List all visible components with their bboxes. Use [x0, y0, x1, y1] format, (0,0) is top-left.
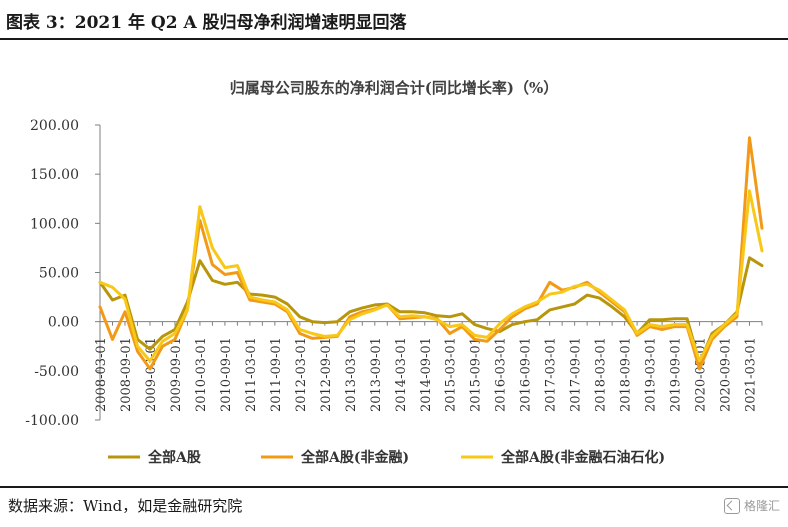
watermark-text: 格隆汇 — [743, 499, 780, 513]
x-tick-label: 2009-03-01 — [144, 337, 159, 412]
y-tick-label: 100.00 — [30, 216, 79, 232]
x-tick-label: 2009-09-01 — [169, 337, 184, 412]
x-tick-label: 2013-03-01 — [344, 337, 359, 412]
y-tick-label: -100.00 — [25, 413, 79, 429]
y-tick-label: -50.00 — [34, 364, 79, 380]
x-tick-label: 2019-03-01 — [644, 337, 659, 412]
watermark: 格隆汇 — [723, 497, 780, 514]
legend-label-2: 全部A股(非金融) — [300, 449, 409, 466]
watermark-logo-icon — [723, 497, 740, 514]
legend-label-3: 全部A股(非金融石油石化) — [500, 449, 665, 466]
x-tick-label: 2016-03-01 — [494, 337, 509, 412]
x-tick-label: 2010-03-01 — [194, 337, 209, 412]
source-note: 数据来源：Wind，如是金融研究院 — [8, 497, 243, 515]
x-tick-label: 2011-03-01 — [244, 337, 259, 412]
x-tick-label: 2020-09-01 — [719, 337, 734, 412]
x-tick-label: 2021-03-01 — [744, 337, 759, 412]
x-tick-label: 2019-09-01 — [669, 337, 684, 412]
y-tick-label: 150.00 — [30, 167, 79, 183]
x-tick-label: 2011-09-01 — [269, 337, 284, 412]
x-tick-label: 2017-03-01 — [544, 337, 559, 412]
series-line-3 — [98, 189, 764, 363]
x-tick-label: 2008-03-01 — [94, 337, 109, 412]
y-tick-label: 0.00 — [48, 315, 79, 331]
figure-title: 图表 3：2021 年 Q2 A 股归母净利润增速明显回落 — [6, 13, 407, 33]
x-tick-label: 2013-09-01 — [369, 337, 384, 412]
x-tick-label: 2017-09-01 — [569, 337, 584, 412]
y-tick-label: 200.00 — [30, 118, 79, 134]
x-tick-label: 2012-03-01 — [294, 337, 309, 412]
series-line-2 — [98, 136, 764, 371]
line-chart: 归属母公司股东的净利润合计(同比增长率)（%） 200.00 150.00 100.… — [25, 79, 764, 466]
x-tick-label: 2018-03-01 — [594, 337, 609, 412]
x-tick-label: 2014-09-01 — [419, 337, 434, 412]
x-tick-label: 2015-09-01 — [469, 337, 484, 412]
bottom-rule — [0, 486, 788, 488]
series-line-1 — [98, 256, 764, 365]
legend-label-1: 全部A股 — [147, 449, 202, 466]
chart-title: 归属母公司股东的净利润合计(同比增长率)（%） — [230, 79, 558, 97]
x-tick-label: 2010-09-01 — [219, 337, 234, 412]
x-tick-label: 2016-09-01 — [519, 337, 534, 412]
x-tick-label: 2014-03-01 — [394, 337, 409, 412]
top-rule — [0, 38, 788, 40]
x-tick-label: 2015-03-01 — [444, 337, 459, 412]
y-tick-label: 50.00 — [39, 266, 79, 282]
x-tick-label: 2012-09-01 — [319, 337, 334, 412]
x-tick-label: 2008-09-01 — [119, 337, 134, 412]
x-tick-label: 2018-09-01 — [619, 337, 634, 412]
